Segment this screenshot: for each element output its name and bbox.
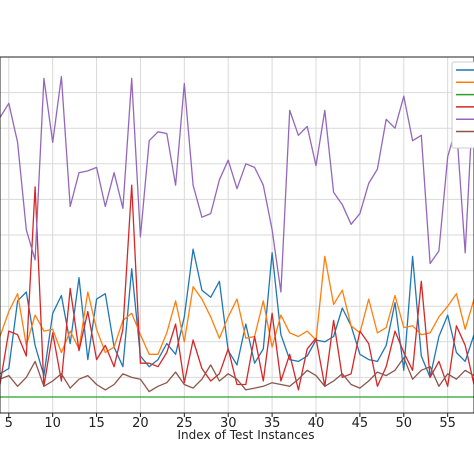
series-line-6 <box>0 357 474 393</box>
x-tick-label-30: 30 <box>220 416 237 431</box>
x-tick-label-15: 15 <box>88 416 105 431</box>
series-group <box>0 75 474 398</box>
x-tick-label-20: 20 <box>132 416 149 431</box>
x-tick-label-50: 50 <box>396 416 413 431</box>
series-line-1 <box>0 248 474 379</box>
x-tick-label-5: 5 <box>5 416 13 431</box>
x-tick-label-25: 25 <box>176 416 193 431</box>
x-tick-label-40: 40 <box>308 416 325 431</box>
legend <box>451 61 474 149</box>
x-tick-labels: 5 10 15 20 25 30 35 40 45 50 55 <box>5 413 456 431</box>
x-axis-label: Index of Test Instances <box>178 428 315 442</box>
series-line-4 <box>0 184 474 391</box>
x-tick-label-45: 45 <box>352 416 369 431</box>
series-line-5 <box>0 75 474 293</box>
x-tick-label-10: 10 <box>44 416 61 431</box>
plot-frame <box>0 56 474 414</box>
legend-box <box>451 61 474 149</box>
x-tick-label-35: 35 <box>264 416 281 431</box>
x-tick-label-55: 55 <box>439 416 456 431</box>
